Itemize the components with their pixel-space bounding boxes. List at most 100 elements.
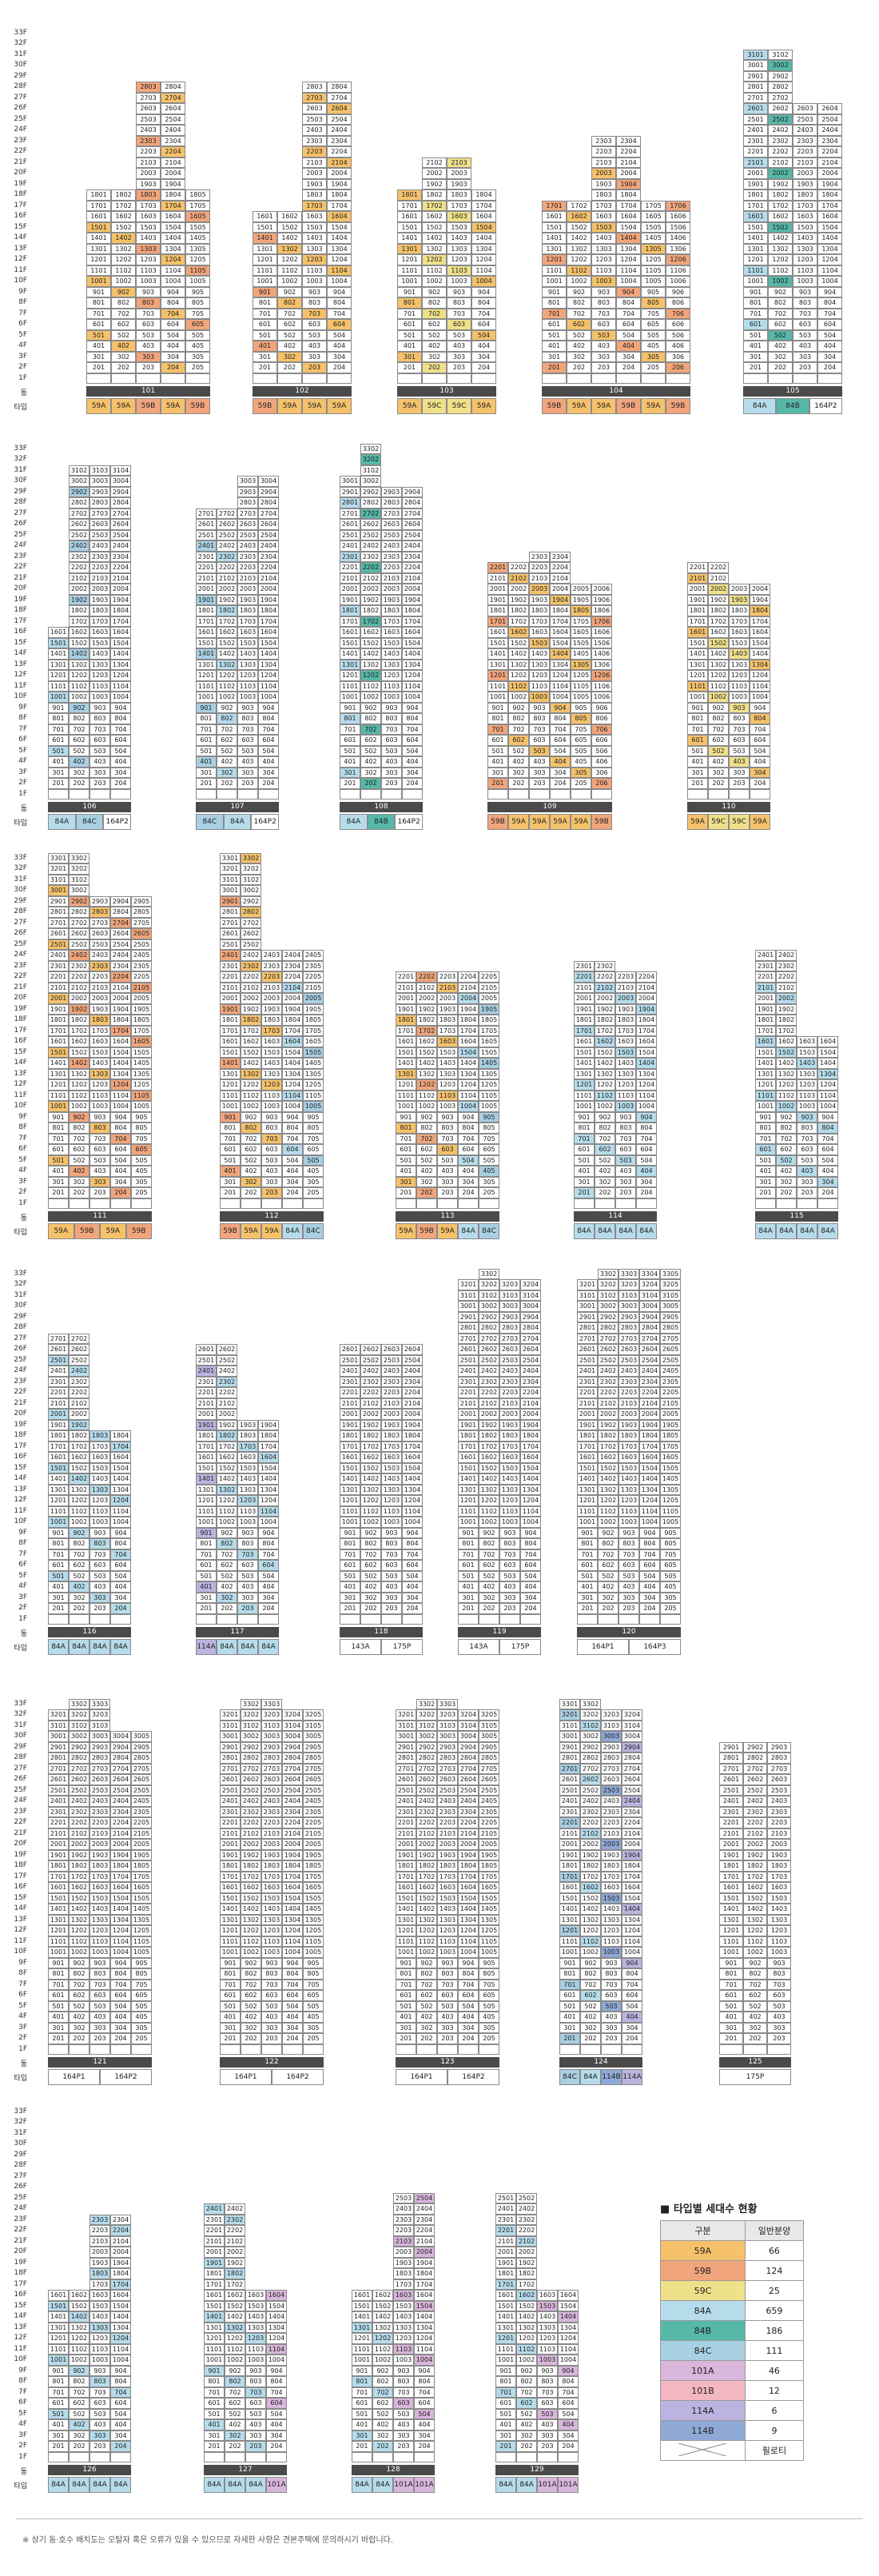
unit-cell: 604 xyxy=(282,1990,303,2001)
unit-cell: 1304 xyxy=(458,1068,479,1079)
unit-cell: 2501 xyxy=(220,939,241,950)
unit-cell: 1602 xyxy=(595,1036,615,1047)
unit-cell: 1202 xyxy=(516,2333,537,2344)
pilotis-cell xyxy=(86,373,111,384)
unit-cell: 2003 xyxy=(302,168,327,179)
type-box: 84A xyxy=(225,2477,245,2493)
unit-cell: 2802 xyxy=(69,497,89,508)
unit-cell: 2003 xyxy=(261,1839,282,1850)
unit-cell: 603 xyxy=(245,2398,266,2409)
unit-cell: 803 xyxy=(529,713,550,724)
unit-cell: 2003 xyxy=(447,168,471,179)
unit-cell: 401 xyxy=(574,1166,595,1177)
unit-cell: 1801 xyxy=(396,1860,416,1872)
unit-cell: 1601 xyxy=(196,1452,217,1463)
unit-cell: 803 xyxy=(89,1123,110,1134)
unit-cell: 1903 xyxy=(89,594,110,605)
unit-cell: 2201 xyxy=(48,1817,69,1828)
unit-cell: 1804 xyxy=(110,605,131,616)
unit-cell: 302 xyxy=(360,767,381,778)
unit-cell: 504 xyxy=(110,1154,131,1166)
unit-cell: 1103 xyxy=(261,1936,282,1947)
unit-cell: 1204 xyxy=(639,1495,660,1506)
unit-cell: 1401 xyxy=(48,648,69,660)
unit-cell: 2102 xyxy=(768,157,793,168)
unit-cell: 1101 xyxy=(86,265,111,276)
unit-cell: 1103 xyxy=(437,1936,458,1947)
type-box: 84C xyxy=(479,1223,499,1239)
unit-cell: 903 xyxy=(89,2365,110,2376)
pilotis-cell xyxy=(559,2044,580,2055)
unit-cell: 902 xyxy=(776,1111,797,1123)
unit-cell: 201 xyxy=(253,362,277,373)
unit-cell: 1601 xyxy=(487,627,508,638)
unit-cell: 603 xyxy=(136,319,161,330)
unit-cell: 403 xyxy=(529,756,550,768)
unit-cell: 2904 xyxy=(110,486,131,497)
unit-cell: 404 xyxy=(110,2012,131,2023)
unit-cell: 2503 xyxy=(499,1354,520,1366)
unit-cell: 1801 xyxy=(755,1015,776,1026)
unit-cell: 1703 xyxy=(447,200,471,211)
unit-cell: 206 xyxy=(666,362,690,373)
unit-cell: 304 xyxy=(110,1176,131,1187)
unit-cell: 501 xyxy=(559,2000,580,2012)
unit-cell: 1203 xyxy=(89,2333,110,2344)
unit-cell: 602 xyxy=(111,319,136,330)
unit-cell: 1501 xyxy=(487,637,508,648)
unit-cell: 901 xyxy=(458,1527,479,1538)
dong-label: 동 xyxy=(10,2058,27,2068)
floor-label: 2F xyxy=(10,1604,27,1612)
unit-cell: 305 xyxy=(660,1592,681,1603)
type-box: 114A xyxy=(622,2069,642,2085)
unit-cell: 2904 xyxy=(110,1741,131,1753)
unit-cell: 1303 xyxy=(89,2322,110,2333)
unit-cell: 2404 xyxy=(110,1796,131,1807)
unit-cell: 1604 xyxy=(282,1036,303,1047)
unit-cell: 2403 xyxy=(261,1796,282,1807)
type-box: 164P2 xyxy=(395,814,423,830)
unit-cell: 2702 xyxy=(479,1333,499,1344)
unit-cell: 3203 xyxy=(89,1709,110,1721)
unit-cell: 1202 xyxy=(595,1079,615,1091)
unit-cell: 204 xyxy=(817,362,842,373)
unit-cell: 2004 xyxy=(636,993,657,1004)
unit-cell: 1204 xyxy=(458,1079,479,1091)
unit-cell: 2302 xyxy=(595,960,615,971)
unit-cell: 2804 xyxy=(639,1322,660,1334)
unit-cell: 2504 xyxy=(402,1354,423,1366)
floor-label: 12F xyxy=(10,2334,27,2342)
unit-cell: 302 xyxy=(416,2022,437,2033)
unit-cell: 501 xyxy=(48,2000,69,2012)
unit-cell: 2504 xyxy=(110,529,131,540)
unit-cell: 2002 xyxy=(595,993,615,1004)
unit-cell: 1405 xyxy=(571,648,591,660)
unit-cell: 2001 xyxy=(196,1409,217,1420)
floor-label: 28F xyxy=(10,498,27,506)
unit-cell: 502 xyxy=(69,2000,89,2012)
unit-cell: 801 xyxy=(577,1538,598,1549)
unit-cell: 2804 xyxy=(161,82,185,93)
unit-cell: 604 xyxy=(622,1990,642,2001)
floor-label: 19F xyxy=(10,1421,27,1429)
unit-cell: 1804 xyxy=(402,1430,423,1442)
pilotis-cell xyxy=(396,1198,416,1209)
unit-cell: 2403 xyxy=(618,1366,639,1377)
unit-cell: 1903 xyxy=(261,1849,282,1860)
unit-cell: 2302 xyxy=(516,2214,537,2225)
unit-cell: 401 xyxy=(48,2419,69,2430)
unit-cell: 1703 xyxy=(261,1871,282,1882)
unit-cell: 404 xyxy=(558,2419,579,2430)
unit-cell: 2201 xyxy=(559,1817,580,1828)
unit-cell: 705 xyxy=(185,308,210,319)
unit-cell: 1202 xyxy=(217,1495,237,1506)
unit-cell: 604 xyxy=(266,2398,287,2409)
unit-cell: 2205 xyxy=(479,1817,499,1828)
pilotis-cell xyxy=(537,2451,558,2462)
unit-cell: 502 xyxy=(516,2408,537,2419)
unit-cell: 1203 xyxy=(729,670,750,681)
unit-cell: 403 xyxy=(302,341,327,352)
unit-cell: 1703 xyxy=(89,616,110,627)
unit-cell: 502 xyxy=(69,1570,89,1581)
unit-cell: 1402 xyxy=(595,1058,615,1069)
